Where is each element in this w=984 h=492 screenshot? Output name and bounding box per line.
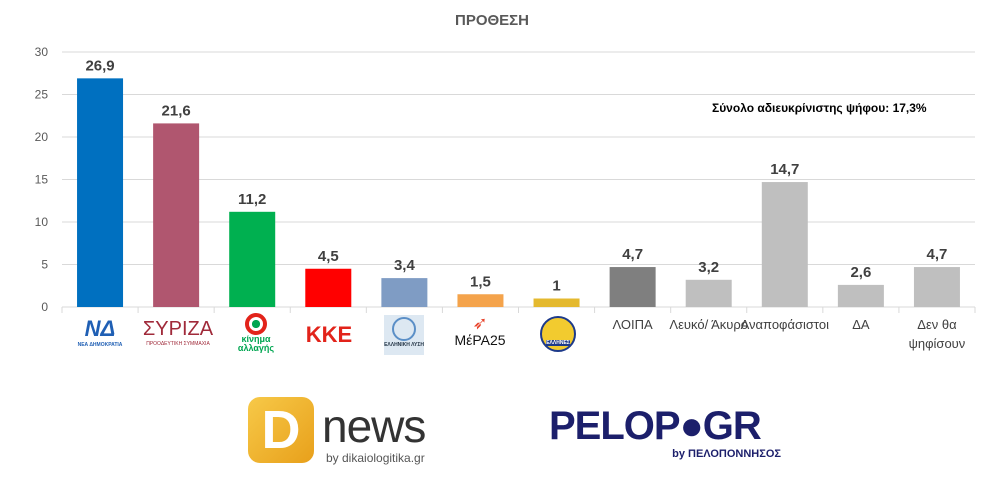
dnews-sub: by dikaiologitika.gr xyxy=(326,451,425,465)
chart-title: ΠΡΟΘΕΣΗ xyxy=(454,12,529,29)
y-tick-label: 5 xyxy=(41,258,48,272)
y-tick-label: 25 xyxy=(35,88,49,102)
y-tick-label: 0 xyxy=(41,300,48,314)
bar-12 xyxy=(913,267,960,307)
nd-logo: ΝΔ ΝΕΑ ΔΗΜΟΚΡΑΤΙΑ xyxy=(72,316,128,348)
dnews-d-icon: D xyxy=(248,397,314,463)
bar-7 xyxy=(533,298,580,307)
bar-4 xyxy=(305,268,352,307)
ellines-text: ΕΛΛΗΝΕΣ xyxy=(546,340,570,346)
data-label: 11,2 xyxy=(238,191,266,208)
syriza-logo-text: ΣΥΡΙΖΑ xyxy=(142,318,214,340)
pelop-word: PELOP●GR xyxy=(549,404,762,448)
data-label: 4,5 xyxy=(318,248,339,265)
elliniki-lysi-emblem-icon xyxy=(392,317,416,341)
bar-8 xyxy=(609,267,656,307)
y-tick-label: 20 xyxy=(35,130,49,144)
nd-logo-sub: ΝΕΑ ΔΗΜΟΚΡΑΤΙΑ xyxy=(77,342,123,348)
elliniki-lysi-logo: ΕΛΛΗΝΙΚΗ ΛΥΣΗ xyxy=(384,315,424,355)
kinal-logo: κίνημα αλλαγής xyxy=(236,313,276,353)
y-tick-label: 30 xyxy=(35,45,49,59)
y-tick-label: 15 xyxy=(35,173,49,187)
data-label: 1,5 xyxy=(470,273,491,290)
bar-3 xyxy=(229,211,276,307)
annotation: Σύνολο αδιευκρίνιστης ψήφου: 17,3% xyxy=(712,101,927,115)
bar-11 xyxy=(837,284,884,307)
bar-2 xyxy=(153,123,200,308)
bar-6 xyxy=(457,294,504,307)
data-label: 21,6 xyxy=(162,102,191,119)
syriza-logo: ΣΥΡΙΖΑ ΠΡΟΟΔΕΥΤΙΚΗ ΣΥΜΜΑΧΙΑ xyxy=(136,318,220,347)
data-label: 26,9 xyxy=(85,57,114,74)
x-category-label: ΔΑ xyxy=(852,317,870,332)
nd-logo-text: ΝΔ xyxy=(84,316,116,341)
bar-10 xyxy=(761,182,808,307)
x-category-label: Δεν θα xyxy=(917,317,957,332)
mera25-text: ΜέΡΑ25 xyxy=(454,332,506,348)
dnews-logo: D news by dikaiologitika.gr xyxy=(248,397,448,467)
elliniki-lysi-text: ΕΛΛΗΝΙΚΗ ΛΥΣΗ xyxy=(384,342,424,348)
data-label: 3,2 xyxy=(698,259,719,276)
pelop-sub: by ΠΕΛΟΠΟΝΝΗΣΟΣ xyxy=(672,448,781,460)
kinal-emblem-icon xyxy=(245,313,267,335)
bar-5 xyxy=(381,278,428,307)
swallow-icon: ➶ xyxy=(472,313,488,333)
bar-9 xyxy=(685,279,732,307)
dnews-word: news xyxy=(322,400,426,452)
x-category-label: ψηφίσουν xyxy=(909,336,966,351)
data-label: 2,6 xyxy=(850,264,871,281)
data-label: 4,7 xyxy=(622,246,643,263)
data-label: 14,7 xyxy=(770,161,799,178)
data-label: 1 xyxy=(552,278,560,295)
kke-logo: ΚΚΕ xyxy=(305,322,353,347)
data-label: 3,4 xyxy=(394,257,416,274)
x-category-label: Λευκό/ Άκυρο xyxy=(669,317,748,332)
pelop-logo: PELOP●GR by ΠΕΛΟΠΟΝΝΗΣΟΣ xyxy=(545,390,785,470)
bar-1 xyxy=(77,78,124,307)
mera25-logo: ➶ ΜέΡΑ25 xyxy=(450,314,510,348)
kinal-logo-text: κίνημα αλλαγής xyxy=(237,334,275,353)
x-category-label: ΛΟΙΠΑ xyxy=(613,317,654,332)
data-label: 4,7 xyxy=(927,246,948,263)
syriza-logo-sub: ΠΡΟΟΔΕΥΤΙΚΗ ΣΥΜΜΑΧΙΑ xyxy=(146,341,210,347)
y-tick-label: 10 xyxy=(35,215,49,229)
x-category-label: Αναποφάσιστοι xyxy=(741,317,830,332)
ellines-logo: ΕΛΛΗΝΕΣ xyxy=(540,316,576,352)
